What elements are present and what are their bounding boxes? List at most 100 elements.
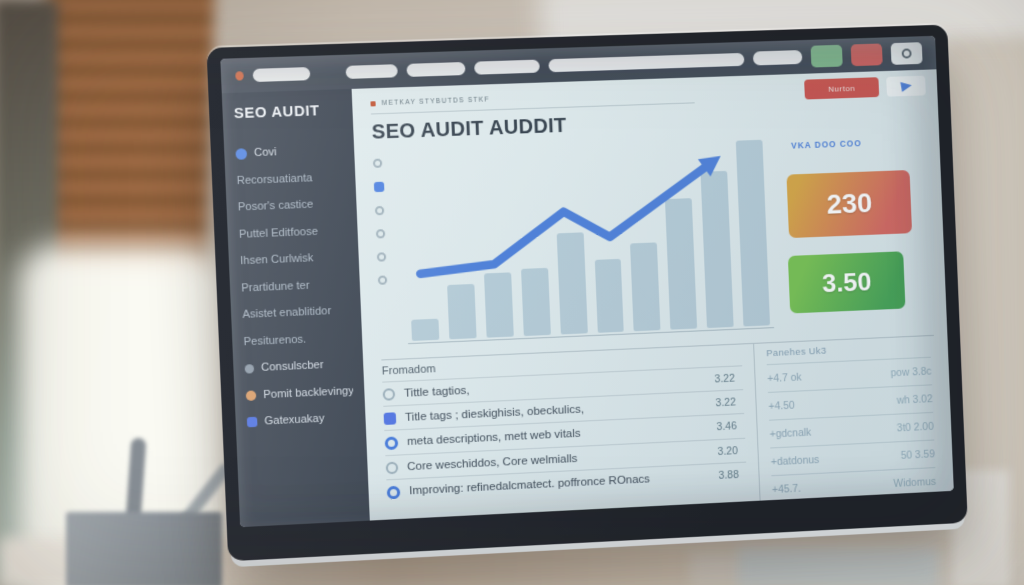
panel-row-label: +datdonus — [770, 453, 820, 468]
sidebar-item[interactable]: Pomit backlevingy — [245, 384, 354, 401]
metrics-panel: Panehes Uk3 +4.7 ok pow 3.8c +4.50 wh 3.02 +… — [754, 336, 940, 504]
status-dot-icon — [370, 101, 376, 107]
circle-outline-icon[interactable] — [382, 387, 396, 401]
record-icon — [901, 48, 912, 59]
sidebar-item-label: Posor's castice — [237, 198, 314, 214]
panel-row-value: wh 3.02 — [896, 392, 933, 407]
sidebar-item-label: Asistet enablitidor — [242, 305, 332, 321]
sidebar-item[interactable]: Covi — [235, 144, 343, 160]
checklist-label: Title tags ; dieskighisis, obeckulics, — [404, 403, 585, 424]
sidebar-nav: Covi Recorsuatianta Posor's castice Puttel … — [235, 144, 354, 429]
search-bar-pill[interactable] — [548, 52, 745, 72]
window-controls — [752, 42, 923, 69]
background-window-frame — [0, 0, 58, 585]
app-title: SEO AUDIT — [233, 103, 321, 123]
score-column: VKA DOO COO 230 3.50 — [779, 134, 933, 332]
sidebar-item-label: Pesiturenos. — [243, 332, 307, 348]
page-actions: Nurton — [804, 75, 926, 100]
address-pill[interactable] — [252, 66, 311, 82]
record-button[interactable] — [890, 42, 923, 65]
app-dot-icon — [235, 70, 244, 81]
panel-row-value: 50 3.59 — [900, 447, 936, 462]
checklist-label: Tittle tagtios, — [403, 384, 470, 400]
score-card-warning: 230 — [786, 169, 913, 239]
sidebar-item-label: Puttel Editfoose — [238, 225, 319, 241]
sidebar-item[interactable]: Pesiturenos. — [243, 331, 351, 348]
minimize-button[interactable] — [810, 44, 843, 68]
pen-holder — [66, 512, 222, 585]
checklist-label: Improving: refinedalcmatect. poffronce R… — [408, 473, 651, 498]
blue-dot-icon — [235, 147, 248, 160]
content-row: VKA DOO COO 230 3.50 — [372, 134, 934, 350]
panel-row-value: 3t0 2.00 — [896, 420, 934, 434]
app-body: SEO AUDIT Covi Recorsuatianta Posor's cast… — [221, 69, 954, 528]
sidebar-item-label: Pomit backlevingy — [263, 384, 354, 401]
bar-chart — [400, 139, 775, 349]
checklist-value: 3.46 — [716, 420, 738, 434]
rail-dot-icon — [376, 252, 387, 262]
screen: SEO AUDIT Covi Recorsuatianta Posor's cast… — [220, 35, 954, 528]
score-caption: VKA DOO COO — [790, 138, 862, 151]
sidebar-item[interactable]: Ihsen Curlwisk — [240, 251, 348, 267]
rail-dot-active-icon — [373, 181, 385, 193]
panel-row-value: pow 3.8c — [890, 365, 932, 379]
sidebar-item[interactable]: Consulscber — [244, 358, 352, 375]
checklist-value: 3.22 — [715, 395, 737, 409]
checklist-label: Core weschiddos, Core welmialls — [406, 452, 578, 473]
sidebar-item[interactable]: Prartidune ter — [241, 278, 349, 294]
sidebar-item[interactable]: Puttel Editfoose — [239, 224, 347, 240]
checklist-value: 3.22 — [714, 372, 736, 385]
share-button[interactable] — [886, 75, 926, 97]
trend-polyline — [416, 165, 711, 273]
sidebar-item-label: Consulscber — [260, 359, 324, 374]
primary-action-button[interactable]: Nurton — [804, 77, 880, 100]
panel-header: Panehes Uk3 — [766, 345, 827, 360]
sidebar-item-label: Covi — [253, 146, 277, 160]
sidebar-item-label: Gatexuakay — [264, 412, 325, 428]
blue-square-icon — [246, 416, 258, 428]
background-wood-blinds — [36, 0, 216, 279]
rail-dot-icon — [375, 229, 386, 239]
breadcrumb-text: METKAY STYBUTDS STKF — [381, 96, 490, 108]
checklist-rows: Tittle tagtios, 3.22 Title tags ; dieskigh… — [382, 365, 748, 505]
sidebar-item[interactable]: Recorsuatianta — [237, 171, 345, 187]
panel-row-label: +4.50 — [768, 399, 795, 413]
orange-dot-icon — [245, 389, 257, 401]
send-icon — [899, 80, 913, 92]
blue-square-icon[interactable] — [383, 411, 397, 425]
menu-pill-1[interactable] — [345, 63, 398, 79]
panel-row-label: +4.7 ok — [767, 371, 802, 385]
main-page: Nurton METKAY STYBUTDS STKF SEO AUDIT AU… — [351, 69, 954, 523]
circle-outline-icon[interactable] — [385, 461, 399, 474]
sidebar: SEO AUDIT Covi Recorsuatianta Posor's cast… — [221, 88, 370, 528]
checklist-value: 3.20 — [717, 444, 739, 458]
bottom-section: Fromadom Tittle tagtios, 3.22 Title tags ;… — [381, 334, 941, 523]
control-pill[interactable] — [752, 50, 803, 66]
panel-row-value: Widomus — [893, 475, 937, 490]
sidebar-item[interactable]: Posor's castice — [237, 197, 346, 214]
rail-dot-icon — [374, 205, 385, 216]
score-value: 3.50 — [821, 265, 873, 298]
audit-checklist: Fromadom Tittle tagtios, 3.22 Title tags ;… — [381, 344, 759, 523]
blue-ring-icon[interactable] — [384, 435, 399, 450]
sidebar-item[interactable]: Gatexuakay — [246, 411, 355, 428]
menu-pill-2[interactable] — [406, 61, 466, 77]
close-button[interactable] — [850, 43, 883, 67]
sidebar-item[interactable]: Asistet enablitidor — [242, 304, 350, 321]
sidebar-item-label: Recorsuatianta — [236, 171, 313, 187]
checklist-label: meta descriptions, mett web vitals — [406, 427, 581, 449]
score-card-good: 3.50 — [787, 251, 906, 314]
panel-rows: +4.7 ok pow 3.8c +4.50 wh 3.02 +gdcnalk 3t0 2… — [766, 356, 937, 504]
rail-dot-icon — [377, 275, 388, 285]
score-value: 230 — [825, 187, 873, 220]
blue-ring-icon[interactable] — [386, 485, 401, 499]
menu-pill-3[interactable] — [473, 59, 540, 75]
trend-arrow — [400, 155, 722, 349]
monitor-stand-base — [690, 552, 1024, 585]
desk-reflection — [738, 548, 938, 585]
panel-row-label: +gdcnalk — [769, 426, 812, 441]
checklist-value: 3.88 — [718, 468, 740, 482]
rail-dot-icon — [372, 158, 383, 168]
gray-dot-icon — [244, 363, 255, 374]
